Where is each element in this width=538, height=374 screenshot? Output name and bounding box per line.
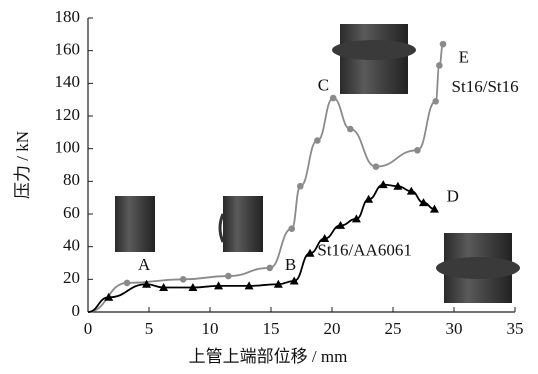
tube-bulge [220,214,223,242]
y-tick-label: 20 [63,268,80,287]
point [225,273,232,280]
y-tick-label: 40 [63,236,80,255]
annotation: D [447,187,459,206]
y-tick-label: 140 [55,72,81,91]
y-tick-label: 180 [55,7,81,26]
x-tick-label: 10 [202,319,219,338]
tube-image [223,196,263,252]
point [330,95,337,102]
point [347,126,354,133]
y-tick-label: 80 [63,170,80,189]
y-axis-title: 压力 / kN [13,131,32,199]
point [314,137,321,144]
point [432,98,439,105]
point [436,62,443,69]
y-tick-label: 60 [63,203,80,222]
point [124,280,131,287]
point [288,225,295,232]
y-tick-label: 0 [72,301,81,320]
x-tick-label: 20 [324,319,341,338]
annotation: C [318,76,329,95]
chart: 上管上端部位移 / mm 压力 / kN 0 5 10 15 20 25 30 35 0 20 40… [0,0,538,374]
point [414,147,421,154]
x-axis-title: 上管上端部位移 / mm [189,347,348,366]
annotation: E [459,48,469,67]
series-label: St16/St16 [452,77,519,96]
series-label: St16/AA6061 [317,240,411,259]
tube-image [115,196,155,252]
x-tick-label: 35 [507,319,524,338]
x-tick-label: 25 [385,319,402,338]
point [180,276,187,283]
x-tick-label: 15 [263,319,280,338]
point [266,265,273,272]
y-tick-label: 100 [55,138,81,157]
point [297,183,304,190]
tube-bulge [436,257,520,279]
annotation: B [285,255,296,274]
point [373,163,380,170]
x-tick-label: 0 [84,319,93,338]
x-tick-label: 30 [446,319,463,338]
annotation: A [138,255,151,274]
y-tick-label: 160 [55,40,81,59]
x-tick-label: 5 [145,319,154,338]
tube-bulge [332,40,416,60]
point [440,41,447,48]
y-tick-label: 120 [55,105,81,124]
